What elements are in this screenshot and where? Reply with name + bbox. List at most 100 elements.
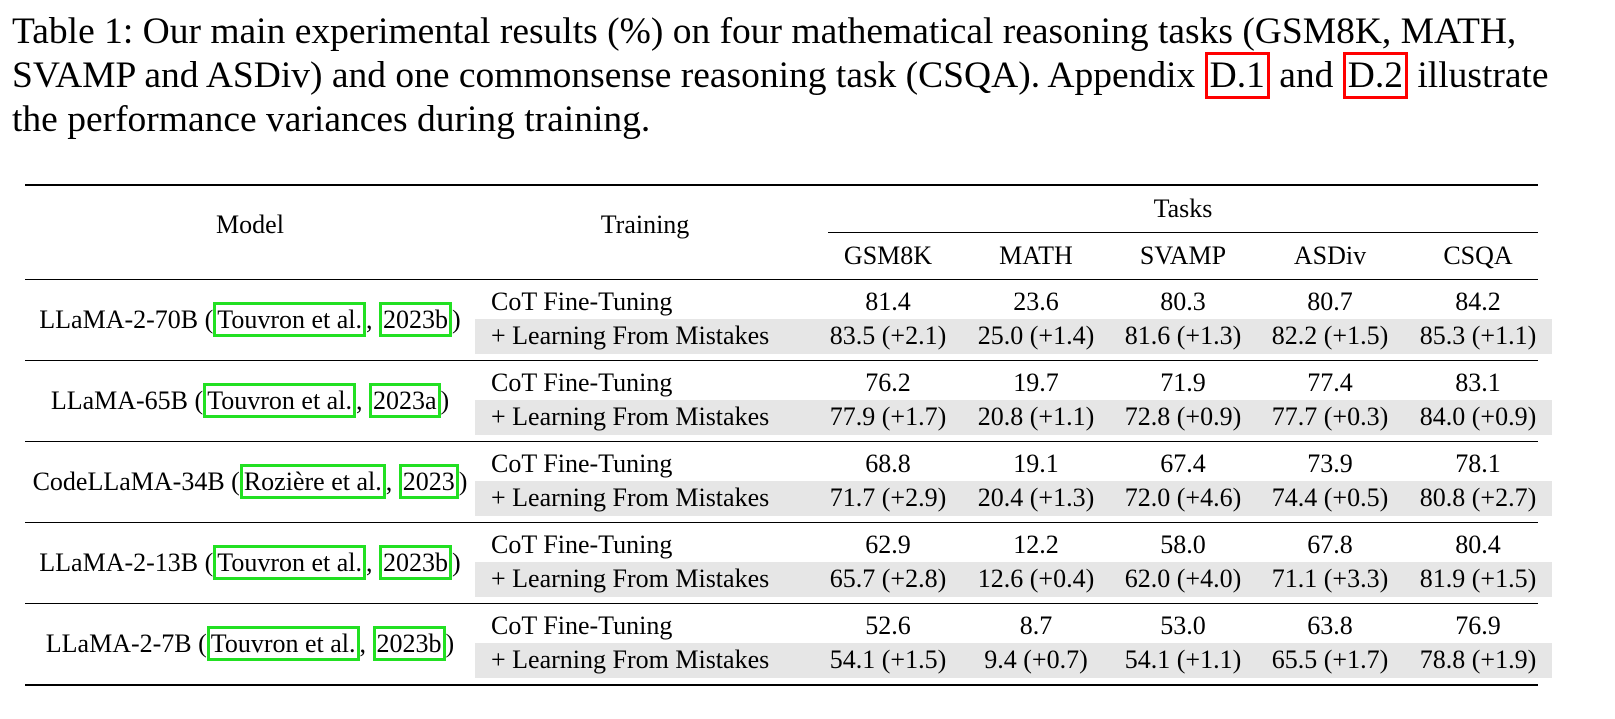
- table-caption: Table 1: Our main experimental results (…: [12, 10, 1572, 142]
- value-cell: 68.8: [865, 449, 911, 478]
- caption-text: and: [1269, 55, 1343, 96]
- header-task: SVAMP: [1139, 241, 1227, 270]
- value-cell: 77.4: [1307, 368, 1353, 397]
- row-shade: [475, 319, 1552, 354]
- value-cell: 78.8 (+1.9): [1419, 645, 1537, 674]
- value-cell: 54.1 (+1.5): [829, 645, 947, 674]
- citation-link[interactable]: 2023b: [379, 302, 453, 337]
- caption-text: Table 1: Our main experimental results (…: [12, 11, 1517, 96]
- value-cell: 80.7: [1307, 287, 1353, 316]
- value-cell: 71.9: [1160, 368, 1206, 397]
- value-cell: 77.9 (+1.7): [829, 402, 947, 431]
- citation-link[interactable]: Touvron et al.: [206, 626, 360, 661]
- appendix-link[interactable]: D.2: [1342, 52, 1408, 99]
- training-cell: + Learning From Mistakes: [491, 645, 770, 674]
- value-cell: 19.7: [1013, 368, 1059, 397]
- model-text: ,: [366, 548, 380, 577]
- table-rule: [25, 522, 1538, 523]
- value-cell: 71.1 (+3.3): [1271, 564, 1389, 593]
- model-text: ): [452, 305, 461, 334]
- value-cell: 76.9: [1455, 611, 1501, 640]
- row-shade: [475, 400, 1552, 435]
- table-rule: [25, 360, 1538, 361]
- value-cell: 62.9: [865, 530, 911, 559]
- citation-link[interactable]: 2023b: [379, 545, 453, 580]
- citation-link[interactable]: 2023b: [372, 626, 446, 661]
- header-tasks: Tasks: [1153, 194, 1213, 223]
- value-cell: 81.9 (+1.5): [1419, 564, 1537, 593]
- value-cell: 67.8: [1307, 530, 1353, 559]
- citation-link[interactable]: 2023a: [368, 383, 441, 418]
- model-text: ,: [359, 629, 373, 658]
- model-cell: LLaMA-2-13B (Touvron et al., 2023b): [25, 545, 475, 580]
- value-cell: 19.1: [1013, 449, 1059, 478]
- table-rule: [25, 603, 1538, 604]
- value-cell: 65.5 (+1.7): [1271, 645, 1389, 674]
- value-cell: 12.2: [1013, 530, 1059, 559]
- value-cell: 83.1: [1455, 368, 1501, 397]
- value-cell: 74.4 (+0.5): [1271, 483, 1389, 512]
- value-cell: 84.0 (+0.9): [1419, 402, 1537, 431]
- table-rule: [25, 441, 1538, 442]
- model-text: ): [440, 386, 450, 415]
- model-cell: LLaMA-65B (Touvron et al., 2023a): [25, 383, 475, 418]
- header-model: Model: [216, 210, 284, 239]
- model-cell: LLaMA-2-7B (Touvron et al., 2023b): [25, 626, 475, 661]
- row-shade: [475, 562, 1552, 597]
- training-cell: CoT Fine-Tuning: [491, 611, 673, 640]
- value-cell: 52.6: [865, 611, 911, 640]
- value-cell: 76.2: [865, 368, 911, 397]
- model-text: CodeLLaMA-34B (: [32, 467, 240, 496]
- value-cell: 58.0: [1160, 530, 1206, 559]
- table-rule: [828, 232, 1538, 233]
- appendix-link[interactable]: D.1: [1204, 52, 1270, 99]
- citation-link[interactable]: Touvron et al.: [213, 302, 367, 337]
- value-cell: 63.8: [1307, 611, 1353, 640]
- header-task: GSM8K: [843, 241, 933, 270]
- value-cell: 20.4 (+1.3): [977, 483, 1095, 512]
- training-cell: CoT Fine-Tuning: [491, 368, 673, 397]
- value-cell: 80.4: [1455, 530, 1501, 559]
- citation-link[interactable]: Rozière et al.: [239, 464, 386, 499]
- value-cell: 8.7: [1019, 611, 1053, 640]
- model-text: LLaMA-2-7B (: [45, 629, 207, 658]
- value-cell: 62.0 (+4.0): [1124, 564, 1242, 593]
- value-cell: 20.8 (+1.1): [977, 402, 1095, 431]
- value-cell: 81.4: [865, 287, 911, 316]
- citation-link[interactable]: 2023: [398, 464, 459, 499]
- header-task: CSQA: [1443, 241, 1513, 270]
- training-cell: + Learning From Mistakes: [491, 483, 770, 512]
- training-cell: CoT Fine-Tuning: [491, 449, 673, 478]
- value-cell: 9.4 (+0.7): [984, 645, 1088, 674]
- header-task: ASDiv: [1293, 241, 1367, 270]
- value-cell: 72.8 (+0.9): [1124, 402, 1242, 431]
- value-cell: 84.2: [1455, 287, 1501, 316]
- training-cell: + Learning From Mistakes: [491, 402, 770, 431]
- model-text: LLaMA-2-70B (: [39, 305, 214, 334]
- model-text: ,: [355, 386, 369, 415]
- table-rule: [25, 184, 1538, 186]
- training-cell: CoT Fine-Tuning: [491, 287, 673, 316]
- value-cell: 83.5 (+2.1): [829, 321, 947, 350]
- value-cell: 71.7 (+2.9): [829, 483, 947, 512]
- table-rule: [25, 684, 1538, 686]
- header-training: Training: [600, 210, 690, 239]
- value-cell: 85.3 (+1.1): [1419, 321, 1537, 350]
- value-cell: 23.6: [1013, 287, 1059, 316]
- caption-text: illustrate the performance variances dur…: [12, 55, 1549, 140]
- model-text: LLaMA-65B (: [50, 386, 204, 415]
- value-cell: 80.8 (+2.7): [1419, 483, 1537, 512]
- model-cell: LLaMA-2-70B (Touvron et al., 2023b): [25, 302, 475, 337]
- training-cell: CoT Fine-Tuning: [491, 530, 673, 559]
- citation-link[interactable]: Touvron et al.: [203, 383, 356, 418]
- citation-link[interactable]: Touvron et al.: [213, 545, 367, 580]
- value-cell: 67.4: [1160, 449, 1206, 478]
- value-cell: 72.0 (+4.6): [1124, 483, 1242, 512]
- value-cell: 78.1: [1455, 449, 1501, 478]
- model-text: ): [458, 467, 468, 496]
- value-cell: 53.0: [1160, 611, 1206, 640]
- value-cell: 80.3: [1160, 287, 1206, 316]
- model-text: LLaMA-2-13B (: [39, 548, 214, 577]
- row-shade: [475, 481, 1552, 516]
- value-cell: 12.6 (+0.4): [977, 564, 1095, 593]
